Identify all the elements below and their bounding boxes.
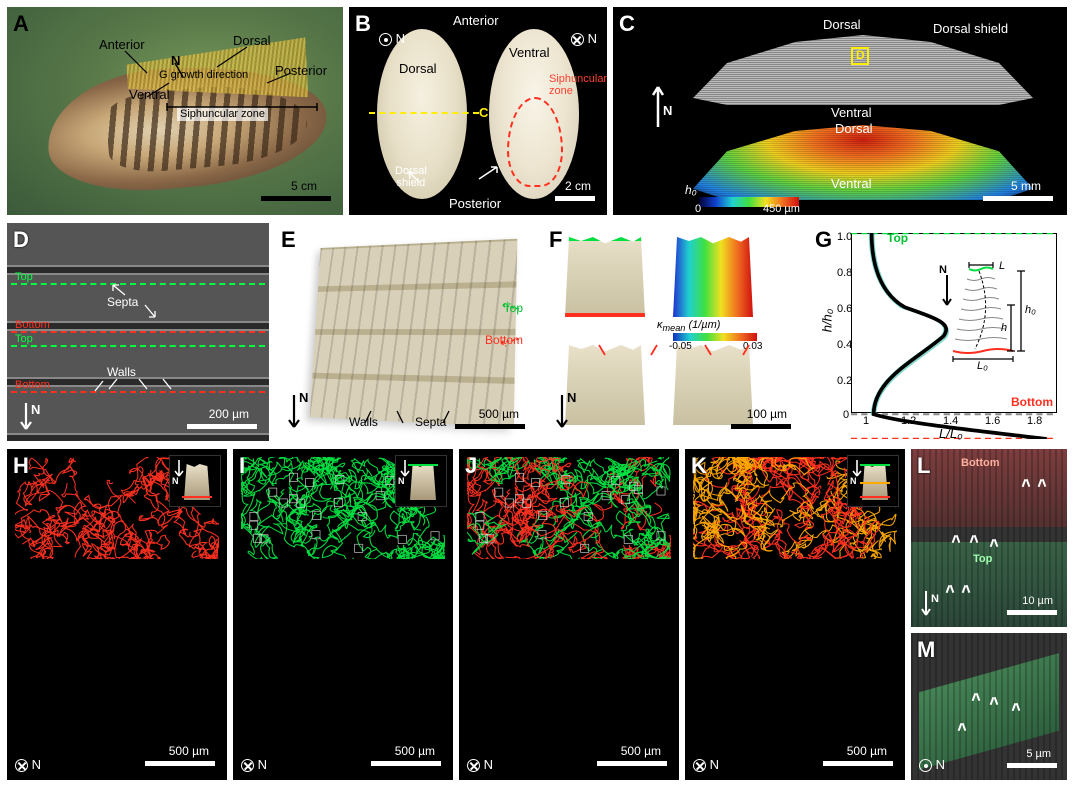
inset-h: N xyxy=(169,455,221,507)
scalebar-k xyxy=(823,761,893,766)
scalebar-f xyxy=(731,424,791,429)
annot-top-l: Top xyxy=(973,553,992,565)
panel-h: H N N 500 µm xyxy=(6,448,228,781)
scalebar-j xyxy=(597,761,667,766)
n-arrow-e xyxy=(283,391,305,431)
scalebar-label-c: 5 mm xyxy=(1011,179,1041,193)
annot-ventral-bot: Ventral xyxy=(831,176,871,191)
annot-d: D xyxy=(856,48,865,62)
annot-n-m: N xyxy=(936,757,945,772)
panel-c: C D Dorsal Dorsal shield Ventral Dorsal … xyxy=(612,6,1068,216)
leader-lines-a xyxy=(97,37,327,127)
n-cross-i xyxy=(241,759,254,772)
ylabel-g: h/h₀ xyxy=(819,309,834,333)
scalebar-a xyxy=(261,196,331,201)
scalebar-label-j: 500 µm xyxy=(621,744,661,758)
scalebar-label-a: 5 cm xyxy=(291,179,317,193)
xlabel-g: L/L₀ xyxy=(939,426,963,441)
panel-e: E Top Bottom Walls Septa N 500 µm xyxy=(274,222,538,442)
scalebar-i xyxy=(371,761,441,766)
panel-label-e: E xyxy=(281,227,296,253)
svg-text:L: L xyxy=(999,261,1005,272)
annot-top-g: Top xyxy=(887,231,908,245)
cross-section-gray xyxy=(693,35,1033,105)
n-arrow-f xyxy=(551,391,573,431)
svg-text:L₀: L₀ xyxy=(977,360,988,371)
panel-label-i: I xyxy=(239,453,245,479)
panel-label-j: J xyxy=(465,453,477,479)
wavy-overlay xyxy=(467,457,671,559)
panel-i: I N N 500 µm xyxy=(232,448,454,781)
n-cross-k xyxy=(693,759,706,772)
panel-m: M N 5 µm xyxy=(910,632,1068,781)
panel-label-c: C xyxy=(619,11,635,37)
scalebar-label-f: 100 µm xyxy=(747,407,787,421)
panel-label-h: H xyxy=(13,453,29,479)
scalebar-c xyxy=(983,196,1053,201)
panel-f: F κmean (1/µm) -0.05 0.03 N 100 µm xyxy=(542,222,804,442)
inset-schematic-g: N h₀ h L L₀ xyxy=(939,261,1049,371)
panel-label-l: L xyxy=(917,453,930,479)
panel-label-k: K xyxy=(691,453,707,479)
scalebar-label-h: 500 µm xyxy=(169,744,209,758)
panel-label-a: A xyxy=(13,11,29,37)
scalebar-h xyxy=(145,761,215,766)
scalebar-b xyxy=(555,196,595,201)
scalebar-label-l: 10 µm xyxy=(1022,595,1053,607)
panel-label-f: F xyxy=(549,227,562,253)
n-dot-m xyxy=(919,759,932,772)
annot-dshield-c: Dorsal shield xyxy=(933,21,1008,36)
scalebar-m xyxy=(1007,763,1057,768)
scalebar-label-e: 500 µm xyxy=(479,407,519,421)
panel-label-b: B xyxy=(355,11,371,37)
annot-n-k: N xyxy=(710,757,719,772)
cb-max: 450 µm xyxy=(763,203,800,215)
annot-h0: h₀ xyxy=(685,183,697,197)
panel-d: D Top Bottom Top Bottom Septa Walls N 20… xyxy=(6,222,270,442)
scalebar-d xyxy=(187,424,257,429)
annot-bot-g: Bottom xyxy=(1011,395,1053,409)
panel-b: B Anterior Posterior Dorsal Ventral N N … xyxy=(348,6,608,216)
annot-dorsal-top: Dorsal xyxy=(823,17,861,32)
inset-i: N xyxy=(395,455,447,507)
inset-k: N xyxy=(847,455,899,507)
scalebar-label-k: 500 µm xyxy=(847,744,887,758)
panel-l: L Bottom Top N 10 µm xyxy=(910,448,1068,628)
scalebar-label-b: 2 cm xyxy=(565,179,591,193)
scalebar-e xyxy=(455,424,525,429)
n-arrow-l xyxy=(917,589,935,619)
scalebar-label-d: 200 µm xyxy=(209,407,249,421)
annot-bottom-l: Bottom xyxy=(961,457,1000,469)
scalebar-label-m: 5 µm xyxy=(1026,748,1051,760)
annot-ventral-mid: Ventral xyxy=(831,105,871,120)
svg-text:N: N xyxy=(939,264,947,276)
svg-text:h: h xyxy=(1001,322,1007,334)
panel-j: J N 500 µm xyxy=(458,448,680,781)
annot-dorsal-mid: Dorsal xyxy=(835,121,873,136)
chart-g: N h₀ h L L₀ xyxy=(851,233,1057,413)
cb-min: 0 xyxy=(695,203,701,215)
n-cross-j xyxy=(467,759,480,772)
annot-n-j: N xyxy=(484,757,493,772)
panel-label-d: D xyxy=(13,227,29,253)
n-arrow-d xyxy=(15,399,37,433)
annot-n-i: N xyxy=(258,757,267,772)
n-arrow-c xyxy=(643,77,673,137)
scalebar-l xyxy=(1007,610,1057,615)
svg-text:h₀: h₀ xyxy=(1025,304,1036,316)
n-cross-h xyxy=(15,759,28,772)
panel-g: G xyxy=(808,222,1068,442)
panel-a: A Anterior Dorsal N G growth direction V… xyxy=(6,6,344,216)
panel-label-g: G xyxy=(815,227,832,253)
scalebar-label-i: 500 µm xyxy=(395,744,435,758)
panel-k: K N N 500 µm xyxy=(684,448,906,781)
annot-n-h: N xyxy=(32,757,41,772)
panel-label-m: M xyxy=(917,637,935,663)
